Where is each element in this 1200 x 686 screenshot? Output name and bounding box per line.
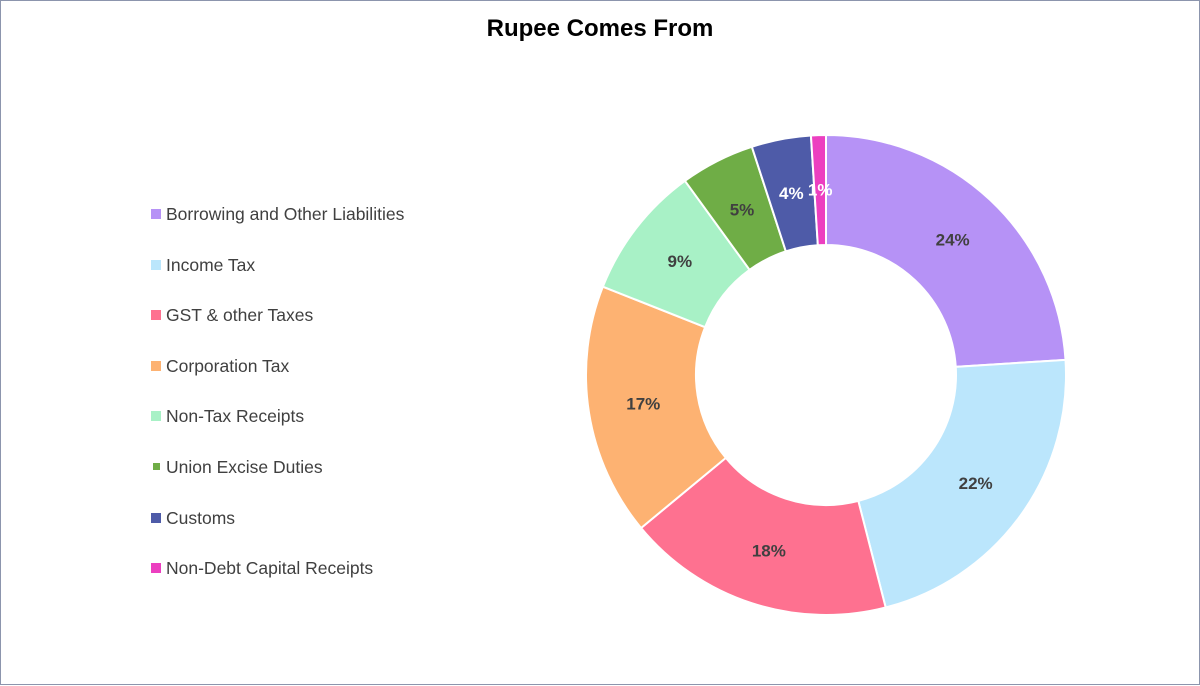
legend-label: GST & other Taxes [166,305,314,326]
legend-item: GST & other Taxes [151,303,404,354]
legend-item: Corporation Tax [151,354,404,405]
slice-data-label: 5% [730,201,755,220]
legend-label: Corporation Tax [166,355,290,376]
donut-slices [585,133,1067,616]
legend-item: Income Tax [151,253,404,304]
slice-data-label: 9% [668,252,693,271]
legend-label: Income Tax [166,254,256,275]
slice-data-label: 4% [779,184,804,203]
donut-labels: 24% 22% 18% 17% 9% 5% 4% 1% [626,181,992,561]
legend-label: Non-Debt Capital Receipts [166,558,374,579]
legend-swatch [151,563,161,574]
legend-item: Union Excise Duties [151,455,404,506]
slice-data-label: 17% [626,394,660,413]
donut-slice [809,133,827,247]
donut-slice [639,456,887,616]
slice-data-label: 24% [936,231,970,250]
legend-label: Union Excise Duties [166,456,323,477]
legend-swatch [151,360,161,371]
donut-slice [585,285,728,530]
slice-data-label: 22% [959,474,993,493]
legend-label: Customs [166,507,236,528]
slice-data-label: 1% [808,181,833,200]
chart-legend: Borrowing and Other Liabilities Income T… [151,202,404,607]
legend-swatch [151,209,161,219]
legend-item: Non-Tax Receipts [151,404,404,455]
donut-slice [857,358,1067,609]
legend-item: Borrowing and Other Liabilities [151,202,404,253]
legend-swatch [151,259,161,270]
donut-slice [825,133,1067,368]
legend-label: Borrowing and Other Liabilities [166,204,405,224]
legend-swatch [151,512,161,523]
chart-title: Rupee Comes From [486,15,714,42]
legend-item: Customs [151,506,404,557]
legend-label: Non-Tax Receipts [166,406,305,427]
legend-swatch [151,411,161,422]
legend-item: Non-Debt Capital Receipts [151,556,404,607]
legend-swatch [151,310,161,321]
legend-swatch [152,463,160,471]
slice-data-label: 18% [752,541,786,560]
